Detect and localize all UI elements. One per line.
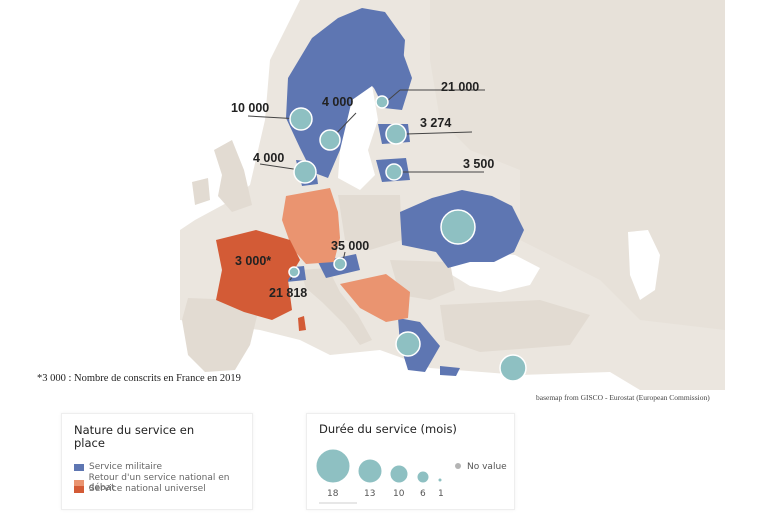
circle-estonia bbox=[385, 123, 407, 145]
legend-nature-title: Nature du service en place bbox=[74, 423, 195, 450]
label-austria-value: 35 000 bbox=[331, 239, 369, 253]
scandinavia-shape bbox=[286, 8, 405, 178]
circle-greece bbox=[395, 331, 421, 357]
uk-shape bbox=[214, 140, 252, 212]
legend-circle-6 bbox=[416, 470, 430, 484]
legend-size-label-1: 1 bbox=[438, 489, 444, 499]
iberia-shape bbox=[182, 298, 258, 372]
legend-size-circles bbox=[315, 448, 461, 484]
no-value-label: No value bbox=[467, 462, 507, 472]
legend-label-debate: Retour d'un service national en débat bbox=[88, 473, 230, 493]
legend-size-label-13: 13 bbox=[364, 489, 375, 499]
label-denmark-value: 4 000 bbox=[253, 151, 284, 165]
north-sea bbox=[180, 0, 300, 230]
label-finland-value: 21 000 bbox=[441, 80, 479, 94]
label-switzerland-value: 21 818 bbox=[269, 286, 307, 300]
duration-circles bbox=[288, 95, 527, 382]
circle-norway bbox=[289, 107, 313, 131]
legend-item-debate: Retour d'un service national en débat bbox=[74, 473, 252, 493]
mediterranean-sea bbox=[180, 320, 640, 390]
label-estonia-value: 3 274 bbox=[420, 116, 451, 130]
footnote: *3 000 : Nombre de conscrits en France e… bbox=[37, 373, 241, 384]
circle-cyprus bbox=[499, 354, 527, 382]
crete-shape bbox=[440, 366, 460, 376]
legend-duree-title: Durée du service (mois) bbox=[319, 422, 457, 436]
ireland-shape bbox=[192, 178, 210, 205]
finland-shape bbox=[374, 45, 412, 110]
legend-swatch-universal bbox=[74, 485, 84, 493]
label-sweden-value: 4 000 bbox=[322, 95, 353, 109]
turkey-shape bbox=[440, 300, 590, 352]
legend-label-military: Service militaire bbox=[89, 462, 162, 472]
circle-switzerland bbox=[288, 266, 300, 278]
map-attribution: basemap from GISCO - Eurostat (European … bbox=[536, 393, 710, 402]
europe-map: 21 000 10 000 4 000 3 274 4 000 3 500 35… bbox=[37, 0, 725, 402]
map-svg: 21 000 10 000 4 000 3 274 4 000 3 500 35… bbox=[180, 0, 725, 390]
legend-circle-10 bbox=[389, 464, 409, 484]
circle-sweden bbox=[319, 129, 341, 151]
central-europe-shape bbox=[338, 195, 402, 250]
legend-item-military: Service militaire bbox=[74, 462, 162, 472]
france-shape bbox=[216, 230, 300, 320]
legend-nature-box: Nature du service en place Service milit… bbox=[61, 413, 253, 510]
legend-label-universal: Service national universel bbox=[89, 484, 206, 494]
legend-duree-box: Durée du service (mois) 18 13 10 6 1 No … bbox=[306, 413, 515, 510]
legend-circle-1 bbox=[437, 477, 443, 483]
caspian-sea bbox=[628, 230, 660, 300]
label-lithuania-value: 3 500 bbox=[463, 157, 494, 171]
circle-ukraine bbox=[440, 209, 476, 245]
corsica-shape bbox=[298, 316, 306, 331]
germany-shape bbox=[282, 188, 340, 264]
circle-denmark bbox=[293, 160, 317, 184]
legend-circle-18 bbox=[315, 448, 351, 484]
circle-finland bbox=[375, 95, 389, 109]
no-value-dot bbox=[455, 463, 461, 469]
legend-size-label-6: 6 bbox=[420, 489, 426, 499]
legend-size-label-18: 18 bbox=[327, 489, 339, 499]
western-balkans-shape bbox=[340, 274, 410, 322]
legend-size-label-10: 10 bbox=[393, 489, 405, 499]
legend-swatch-debate bbox=[74, 479, 84, 487]
label-france-value: 3 000* bbox=[235, 254, 271, 268]
label-norway-value: 10 000 bbox=[231, 101, 269, 115]
legend-swatch-military bbox=[74, 463, 84, 471]
circle-lithuania bbox=[385, 163, 403, 181]
circle-austria bbox=[333, 257, 347, 271]
legend-item-universal: Service national universel bbox=[74, 484, 206, 494]
legend-duree-svg: 18 13 10 6 1 No value bbox=[315, 448, 507, 504]
italy-shape bbox=[300, 268, 372, 345]
legend-circle-13 bbox=[357, 458, 383, 484]
